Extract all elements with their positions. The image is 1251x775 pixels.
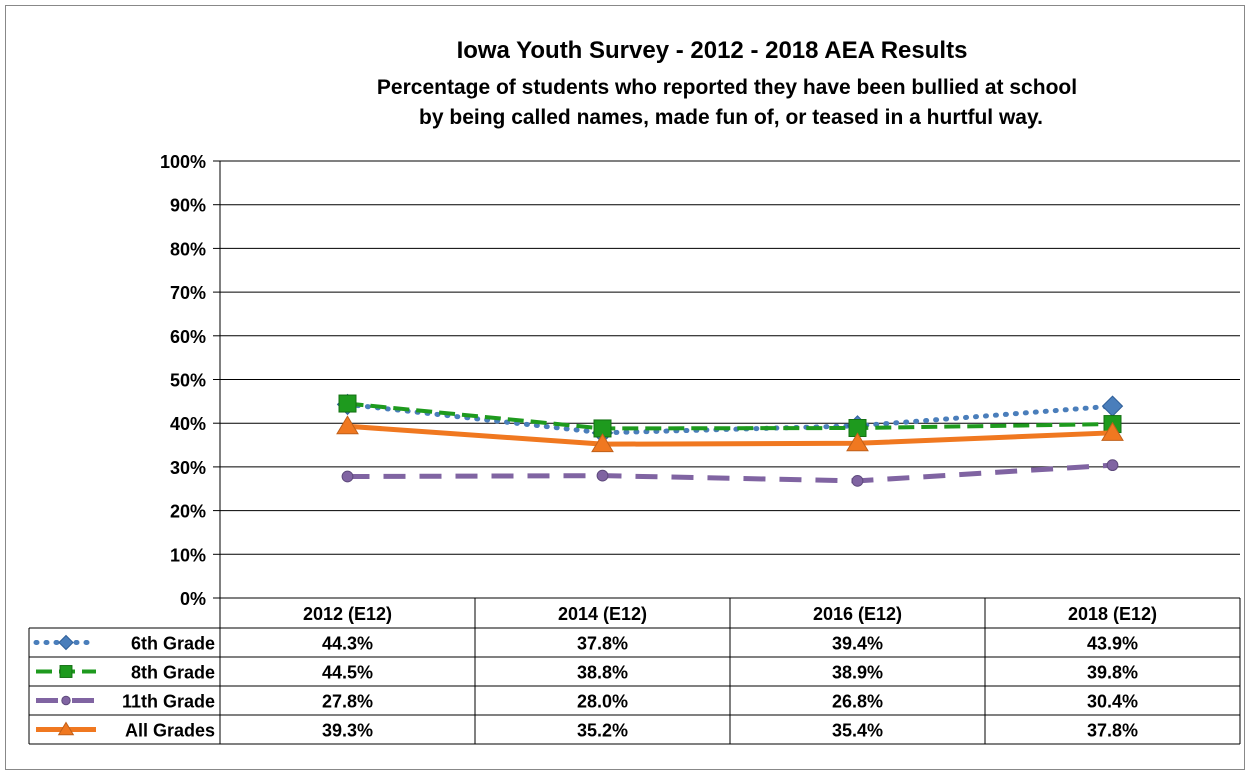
legend-key-marker-all-grades [57, 721, 75, 736]
data-label: 39.3% [322, 721, 373, 741]
legend-key-marker-11th-grade [61, 695, 71, 706]
series-line-6th-grade [345, 401, 1115, 436]
data-point-all-grades [336, 415, 359, 435]
data-label: 44.3% [322, 634, 373, 654]
series-line-all-grades [347, 423, 1113, 447]
data-label: 28.0% [577, 692, 628, 712]
y-tick-label: 70% [170, 283, 206, 303]
y-tick-label: 50% [170, 371, 206, 391]
legend-key-marker-6th-grade [58, 634, 74, 651]
chart-subtitle-line-1: Percentage of students who reported they… [377, 76, 1077, 99]
data-point-11th-grade [596, 469, 609, 482]
data-point-6th-grade [1101, 395, 1124, 417]
data-label: 37.8% [1087, 721, 1138, 741]
data-label: 27.8% [322, 692, 373, 712]
data-label: 37.8% [577, 634, 628, 654]
y-axis-ticks: 0% 10% 20% 30% 40% 50% 60% 70% 80% 90% 100% [160, 152, 206, 609]
y-tick-label: 60% [170, 327, 206, 347]
data-label: 35.4% [832, 721, 883, 741]
y-tick-label: 40% [170, 414, 206, 434]
data-label: 39.4% [832, 634, 883, 654]
legend-key-marker-8th-grade [59, 665, 73, 678]
data-label: 39.8% [1087, 663, 1138, 683]
y-tick-label: 30% [170, 458, 206, 478]
x-category-label: 2014 (E12) [558, 604, 647, 624]
chart-subtitle-line-2: by being called names, made fun of, or t… [419, 106, 1043, 129]
chart-frame [5, 5, 1245, 770]
data-point-11th-grade [1106, 459, 1119, 472]
series-lines [336, 393, 1124, 487]
gridlines [213, 160, 1240, 599]
data-point-all-grades [1101, 421, 1124, 441]
data-label: 30.4% [1087, 692, 1138, 712]
y-tick-label: 0% [180, 589, 206, 609]
data-point-11th-grade [341, 470, 354, 483]
data-label: 44.5% [322, 663, 373, 683]
chart-title: Iowa Youth Survey - 2012 - 2018 AEA Resu… [457, 37, 968, 64]
data-label: 35.2% [577, 721, 628, 741]
data-label: 43.9% [1087, 634, 1138, 654]
data-label: 26.8% [832, 692, 883, 712]
data-label: 38.9% [832, 663, 883, 683]
data-table: 2012 (E12) 2014 (E12) 2016 (E12) 2018 (E12)… [28, 598, 1241, 745]
y-tick-label: 90% [170, 196, 206, 216]
y-tick-label: 20% [170, 502, 206, 522]
data-label: 38.8% [577, 663, 628, 683]
data-point-all-grades [591, 433, 614, 453]
legend-label-8th-grade: 8th Grade [131, 663, 215, 683]
x-category-label: 2018 (E12) [1068, 604, 1157, 624]
x-category-label: 2012 (E12) [303, 604, 392, 624]
legend-label-6th-grade: 6th Grade [131, 634, 215, 654]
y-tick-label: 100% [160, 152, 206, 172]
y-tick-label: 80% [170, 239, 206, 259]
legend-label-all-grades: All Grades [125, 721, 215, 741]
legend-label-11th-grade: 11th Grade [122, 692, 215, 712]
series-line-11th-grade [347, 462, 1113, 484]
y-tick-label: 10% [170, 545, 206, 565]
data-point-8th-grade [338, 394, 357, 413]
data-point-11th-grade [851, 474, 864, 487]
x-category-label: 2016 (E12) [813, 604, 902, 624]
series-line-8th-grade [347, 401, 1113, 431]
data-point-all-grades [846, 432, 869, 452]
